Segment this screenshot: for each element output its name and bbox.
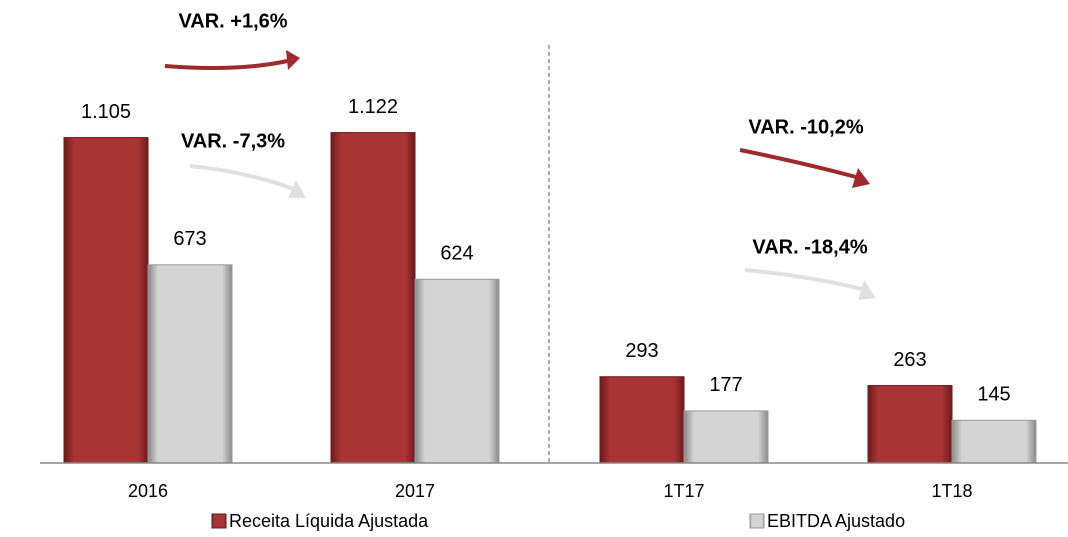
value-label: 145 <box>977 384 1010 406</box>
legend-swatch <box>749 513 765 529</box>
bar <box>330 132 416 464</box>
bar <box>63 137 149 464</box>
legend-swatch <box>211 513 227 529</box>
arrow <box>164 58 293 70</box>
value-label: 624 <box>440 243 473 265</box>
annotation: VAR. -18,4% <box>752 236 867 258</box>
bar <box>951 419 1037 464</box>
arrow <box>739 148 861 180</box>
annotation: VAR. +1,6% <box>178 10 287 32</box>
arrow-head <box>852 168 870 188</box>
bar <box>414 278 500 464</box>
bar <box>147 264 233 464</box>
legend-label: Receita Líquida Ajustada <box>229 511 429 531</box>
arrow-head <box>286 50 300 70</box>
value-label: 673 <box>173 228 206 250</box>
bar <box>599 376 685 464</box>
value-label: 177 <box>709 374 742 396</box>
x-tick-label: 1T18 <box>931 481 972 501</box>
x-tick-label: 2016 <box>128 481 168 501</box>
bar <box>683 410 769 464</box>
x-tick-label: 2017 <box>395 481 435 501</box>
value-label: 263 <box>893 349 926 371</box>
annotation: VAR. -10,2% <box>748 116 863 138</box>
value-label: 1.105 <box>81 101 131 123</box>
x-tick-label: 1T17 <box>663 481 704 501</box>
value-label: 1.122 <box>348 96 398 118</box>
arrow-head <box>288 180 306 198</box>
arrows <box>164 50 876 300</box>
value-label: 293 <box>625 340 658 362</box>
annotation: VAR. -7,3% <box>181 130 285 152</box>
legend-label: EBITDA Ajustado <box>767 511 905 531</box>
arrow-head <box>858 280 876 300</box>
arrow <box>744 268 867 292</box>
arrow <box>189 164 297 192</box>
bar <box>867 385 953 464</box>
